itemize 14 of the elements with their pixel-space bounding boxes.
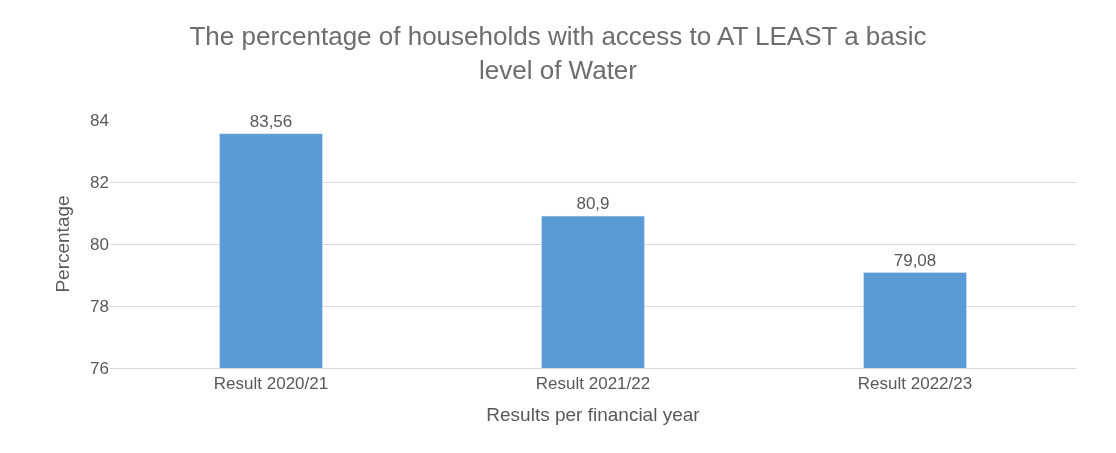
y-axis-title: Percentage: [51, 195, 73, 293]
y-tick-label: 84: [90, 110, 109, 130]
x-tick-label: Result 2021/22: [535, 374, 651, 394]
data-label: 80,9: [576, 194, 610, 214]
y-tick-label: 80: [90, 234, 109, 254]
x-axis-title: Results per financial year: [486, 404, 701, 426]
y-tick-label: 78: [90, 296, 109, 316]
x-tick-label: Result 2020/21: [213, 374, 329, 394]
chart-title: The percentage of households with access to AT LEAST a basic level of Water: [189, 21, 927, 86]
y-tick-label: 76: [90, 358, 109, 378]
data-label: 79,08: [893, 250, 937, 270]
y-tick-label: 82: [90, 172, 109, 192]
data-label: 83,56: [249, 111, 293, 131]
x-tick-label: Result 2022/23: [857, 374, 973, 394]
